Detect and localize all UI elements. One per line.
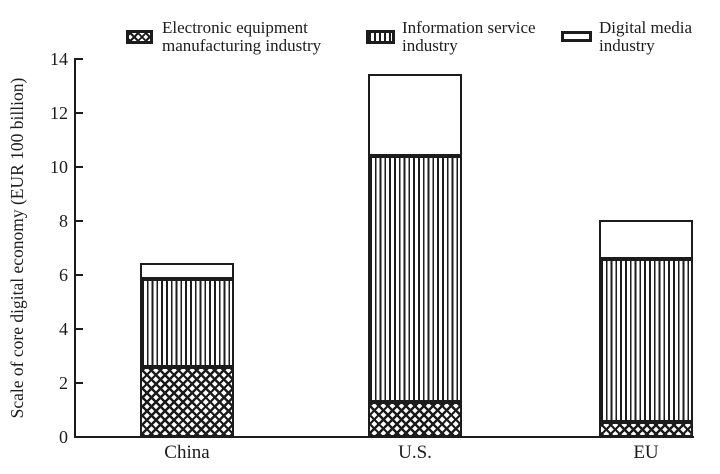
legend-label-electronic-equipment: Electronic equipment manufacturing indus… [162, 18, 322, 55]
y-tick-label-0: 0 [59, 427, 68, 447]
y-tick-mark-12 [76, 112, 83, 114]
legend-item-information-service: Information service industry [366, 19, 542, 54]
bar-china-segment-vertical-stripes [140, 279, 234, 367]
y-tick-mark-10 [76, 166, 83, 168]
legend-item-electronic-equipment: Electronic equipment manufacturing indus… [126, 19, 342, 54]
crosshatch-pattern-swatch-icon [126, 29, 153, 44]
y-tick-mark-8 [76, 220, 83, 222]
y-axis-line [74, 58, 76, 438]
bar-eu [599, 219, 693, 437]
bar-us-segment-vertical-stripes [368, 156, 462, 402]
bar-china-segment-plain-white [140, 262, 234, 280]
x-category-label-china: China [164, 442, 210, 463]
y-tick-label-4: 4 [59, 319, 68, 339]
bar-eu-segment-crosshatch [599, 422, 693, 437]
bar-us-segment-plain-white [368, 73, 462, 157]
y-tick-label-6: 6 [59, 265, 68, 285]
y-tick-label-8: 8 [59, 211, 68, 231]
x-category-label-us: U.S. [398, 442, 432, 463]
bar-us [368, 73, 462, 437]
legend-label-information-service: Information service industry [402, 18, 536, 55]
bar-eu-segment-vertical-stripes [599, 258, 693, 423]
legend-label-digital-media: Digital media industry [599, 18, 693, 55]
legend-item-digital-media: Digital media industry [561, 19, 720, 54]
x-axis-line [74, 436, 694, 438]
vertical-stripes-pattern-swatch-icon [366, 29, 395, 44]
y-tick-mark-0 [76, 436, 83, 438]
y-tick-label-10: 10 [50, 157, 68, 177]
y-axis-title: Scale of core digital economy (EUR 100 b… [7, 77, 27, 419]
plain-white-pattern-swatch-icon [561, 31, 592, 42]
bar-china-segment-crosshatch [140, 366, 234, 437]
y-tick-label-12: 12 [50, 103, 68, 123]
x-category-label-eu: EU [633, 442, 659, 463]
y-tick-mark-2 [76, 382, 83, 384]
y-tick-mark-4 [76, 328, 83, 330]
y-tick-label-14: 14 [50, 49, 68, 69]
y-tick-mark-6 [76, 274, 83, 276]
y-tick-label-2: 2 [59, 373, 68, 393]
bar-china [140, 262, 234, 437]
y-tick-mark-14 [76, 58, 83, 60]
bar-us-segment-crosshatch [368, 401, 462, 437]
bar-eu-segment-plain-white [599, 219, 693, 259]
